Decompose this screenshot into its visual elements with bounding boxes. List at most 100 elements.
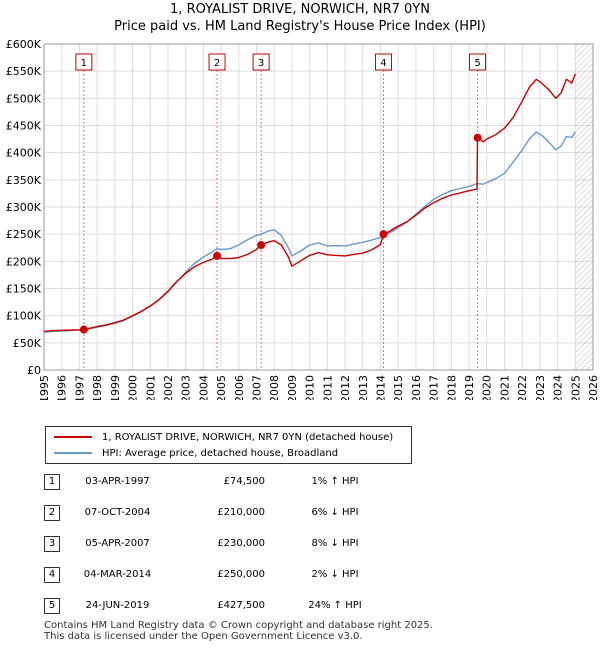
x-tick-label: 2021 xyxy=(498,375,511,400)
x-tick-label: 1997 xyxy=(73,375,86,400)
x-tick-label: 2022 xyxy=(516,375,529,400)
legend-label-property: 1, ROYALIST DRIVE, NORWICH, NR7 0YN (det… xyxy=(102,431,394,443)
transaction-hpi: 6% ↓ HPI xyxy=(311,507,359,518)
transaction-number: 5 xyxy=(44,598,60,614)
table-row: 4 04-MAR-2014 £250,000 2% ↓ HPI xyxy=(0,566,600,586)
marker-label-2: 2 xyxy=(214,58,220,69)
legend-item-hpi: HPI: Average price, detached house, Broa… xyxy=(54,446,338,460)
marker-labels: 1 2 3 4 5 xyxy=(75,53,487,71)
table-row: 2 07-OCT-2004 £210,000 6% ↓ HPI xyxy=(0,504,600,524)
transaction-date: 24-JUN-2019 xyxy=(85,600,150,611)
marker-box-5 xyxy=(469,53,487,71)
x-tick-label: 2026 xyxy=(587,375,600,400)
series-line-property xyxy=(43,73,576,333)
legend-item-property: 1, ROYALIST DRIVE, NORWICH, NR7 0YN (det… xyxy=(54,430,393,444)
x-tick-label: 2020 xyxy=(481,375,494,400)
x-tick-label: 2011 xyxy=(321,375,334,400)
transaction-price: £210,000 xyxy=(217,507,265,518)
marker-box-2 xyxy=(208,53,226,71)
marker-label-1: 1 xyxy=(81,58,87,69)
chart-title: 1, ROYALIST DRIVE, NORWICH, NR7 0YN xyxy=(170,2,430,17)
x-tick-label: 2024 xyxy=(552,375,565,400)
marker-label-4: 4 xyxy=(380,58,386,69)
grid xyxy=(43,43,594,371)
marker-lines xyxy=(83,54,479,370)
x-tick-label: 1995 xyxy=(38,375,51,400)
transaction-number: 2 xyxy=(44,505,60,521)
y-tick-label: £350K xyxy=(6,174,42,187)
x-tick-label: 2009 xyxy=(286,375,299,400)
sale-point-2 xyxy=(213,251,222,260)
transaction-number: 1 xyxy=(44,474,60,490)
transaction-price: £427,500 xyxy=(217,600,265,611)
y-tick-label: £200K xyxy=(6,255,42,268)
x-tick-label: 2007 xyxy=(251,375,264,400)
footer-copyright: Contains HM Land Registry data © Crown c… xyxy=(44,620,433,631)
y-tick-label: £400K xyxy=(6,147,42,160)
transaction-hpi: 8% ↓ HPI xyxy=(311,538,359,549)
future-region xyxy=(575,44,593,370)
marker-label-5: 5 xyxy=(474,58,480,69)
y-tick-label: £150K xyxy=(6,283,42,296)
x-tick-label: 2004 xyxy=(197,375,210,400)
sale-point-1 xyxy=(79,325,88,334)
transaction-price: £250,000 xyxy=(217,569,265,580)
transaction-price: £74,500 xyxy=(223,476,265,487)
x-tick-label: 2006 xyxy=(233,375,246,400)
price-chart: £0 £50K £100K £150K £200K £250K £300K £350K £400… xyxy=(6,38,600,400)
x-tick-label: 2003 xyxy=(180,375,193,400)
marker-box-4 xyxy=(374,53,392,71)
sale-point-3 xyxy=(257,241,266,250)
y-tick-label: £500K xyxy=(6,92,42,105)
y-tick-label: £250K xyxy=(6,228,42,241)
marker-box-1 xyxy=(75,53,93,71)
table-row: 1 03-APR-1997 £74,500 1% ↑ HPI xyxy=(0,473,600,493)
table-row: 5 24-JUN-2019 £427,500 24% ↑ HPI xyxy=(0,597,600,617)
transaction-hpi: 24% ↑ HPI xyxy=(308,600,362,611)
x-tick-label: 2000 xyxy=(127,375,140,400)
x-tick-label: 2012 xyxy=(339,375,352,400)
legend-label-hpi: HPI: Average price, detached house, Broa… xyxy=(102,447,339,459)
transaction-date: 07-OCT-2004 xyxy=(84,507,151,518)
sale-markers xyxy=(79,133,482,334)
y-tick-label: £550K xyxy=(6,65,42,78)
transaction-number: 4 xyxy=(44,567,60,583)
x-tick-label: 2025 xyxy=(569,375,582,400)
transaction-date: 04-MAR-2014 xyxy=(83,569,152,580)
y-tick-label: £300K xyxy=(6,201,42,214)
x-tick-label: 1996 xyxy=(56,375,69,400)
marker-box-3 xyxy=(252,53,270,71)
x-tick-label: 2023 xyxy=(534,375,547,400)
x-tick-label: 2001 xyxy=(144,375,157,400)
x-tick-label: 2013 xyxy=(357,375,370,400)
chart-subtitle: Price paid vs. HM Land Registry's House … xyxy=(114,19,486,34)
x-tick-label: 1999 xyxy=(109,375,122,400)
marker-label-3: 3 xyxy=(258,58,264,69)
x-tick-label: 2015 xyxy=(392,375,405,400)
legend-swatch-property xyxy=(54,436,92,438)
transaction-number: 3 xyxy=(44,536,60,552)
plot-border xyxy=(43,43,594,371)
x-tick-label: 2017 xyxy=(428,375,441,400)
transaction-hpi: 2% ↓ HPI xyxy=(311,569,359,580)
transaction-hpi: 1% ↑ HPI xyxy=(311,476,359,487)
sale-point-4 xyxy=(379,230,388,239)
y-tick-label: £0 xyxy=(27,364,41,377)
y-tick-label: £600K xyxy=(6,38,42,51)
x-tick-label: 2018 xyxy=(445,375,458,400)
footer-licence: This data is licensed under the Open Gov… xyxy=(44,631,363,642)
x-tick-label: 2019 xyxy=(463,375,476,400)
transaction-date: 03-APR-1997 xyxy=(85,476,150,487)
transaction-date: 05-APR-2007 xyxy=(85,538,150,549)
y-tick-label: £100K xyxy=(6,310,42,323)
y-tick-label: £450K xyxy=(6,120,42,133)
x-tick-label: 2016 xyxy=(410,375,423,400)
x-tick-label: 2005 xyxy=(215,375,228,400)
x-tick-label: 2014 xyxy=(374,375,387,400)
y-tick-label: £50K xyxy=(13,337,42,350)
legend: 1, ROYALIST DRIVE, NORWICH, NR7 0YN (det… xyxy=(45,426,412,464)
x-tick-label: 1998 xyxy=(91,375,104,400)
future-hatch xyxy=(575,44,593,370)
x-tick-label: 2008 xyxy=(268,375,281,400)
legend-swatch-hpi xyxy=(54,452,92,454)
